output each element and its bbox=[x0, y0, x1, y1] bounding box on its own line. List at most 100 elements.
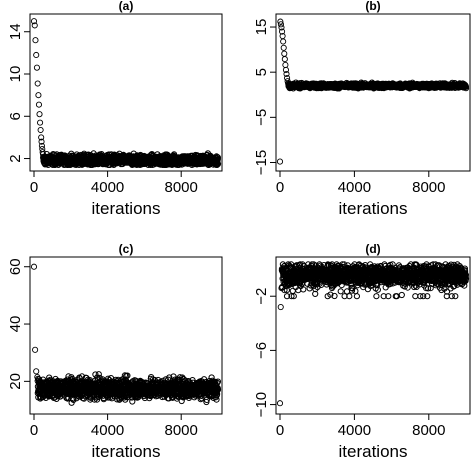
burn-in-points bbox=[276, 285, 285, 407]
data-point bbox=[38, 134, 45, 141]
data-point bbox=[277, 18, 284, 25]
data-point bbox=[327, 291, 334, 298]
burn-in-points bbox=[276, 18, 292, 165]
panel-title: (d) bbox=[365, 242, 380, 256]
y-tick-label: 20 bbox=[7, 373, 24, 390]
data-point bbox=[348, 287, 356, 294]
x-tick-label: 0 bbox=[276, 422, 284, 439]
panel-3: (c) 0 4000 8000 20 40 60 iterations bbox=[7, 242, 223, 461]
trace-points bbox=[40, 150, 222, 168]
x-axis-label: iterations bbox=[92, 442, 161, 461]
x-tick-label: 4000 bbox=[338, 179, 371, 196]
data-point bbox=[166, 374, 173, 381]
y-tick-label: 10 bbox=[7, 66, 24, 83]
data-point bbox=[281, 287, 288, 294]
data-point bbox=[69, 395, 76, 402]
x-tick-label: 4000 bbox=[91, 179, 124, 196]
data-point bbox=[33, 64, 40, 71]
x-axis-label: iterations bbox=[92, 199, 161, 218]
data-point bbox=[37, 119, 44, 126]
data-point bbox=[277, 21, 284, 28]
burn-in-points bbox=[30, 263, 41, 381]
y-tick-label: −10 bbox=[253, 392, 270, 417]
y-tick-label: 15 bbox=[253, 19, 270, 36]
y-tick-label: −6 bbox=[253, 342, 270, 359]
y-tick-label: 60 bbox=[7, 258, 24, 275]
x-axis-label: iterations bbox=[339, 199, 408, 218]
data-point bbox=[276, 400, 284, 407]
data-point bbox=[124, 372, 131, 379]
data-point bbox=[297, 261, 304, 268]
data-point bbox=[35, 92, 42, 99]
data-point bbox=[281, 50, 288, 57]
x-tick-label: 0 bbox=[30, 422, 38, 439]
x-tick-label: 8000 bbox=[412, 179, 445, 196]
data-point bbox=[282, 61, 289, 69]
y-tick-label: −5 bbox=[253, 109, 270, 126]
data-point bbox=[331, 292, 338, 300]
data-point bbox=[280, 38, 287, 45]
trace-points bbox=[278, 261, 470, 300]
trace-points bbox=[285, 79, 470, 92]
y-tick-label: 2 bbox=[7, 154, 24, 162]
data-point bbox=[282, 66, 290, 73]
data-point bbox=[353, 293, 360, 300]
data-point bbox=[33, 368, 40, 375]
x-tick-label: 4000 bbox=[338, 422, 371, 439]
data-point bbox=[30, 18, 38, 25]
panel-title: (b) bbox=[365, 0, 380, 13]
panel-2: (b) 0 4000 8000 −15 −5 5 15 iterations bbox=[253, 0, 471, 218]
data-point bbox=[214, 154, 221, 161]
data-point bbox=[280, 44, 287, 51]
data-point bbox=[277, 304, 284, 311]
data-point bbox=[32, 37, 39, 44]
x-tick-label: 0 bbox=[30, 179, 38, 196]
data-point bbox=[346, 293, 353, 300]
data-point bbox=[283, 70, 290, 78]
data-point bbox=[31, 22, 38, 29]
data-point bbox=[283, 293, 291, 300]
plot-frame bbox=[275, 13, 471, 172]
data-point bbox=[290, 293, 297, 300]
data-point bbox=[95, 371, 102, 378]
data-point bbox=[278, 28, 286, 35]
data-point bbox=[462, 85, 470, 92]
plot-frame bbox=[29, 13, 223, 172]
y-tick-label: 40 bbox=[7, 316, 24, 333]
data-point bbox=[129, 398, 136, 405]
x-tick-label: 8000 bbox=[165, 179, 198, 196]
data-point bbox=[35, 101, 43, 108]
panel-title: (c) bbox=[119, 242, 134, 256]
data-point bbox=[337, 288, 344, 295]
data-point bbox=[33, 51, 40, 59]
data-point bbox=[37, 126, 44, 134]
y-tick-label: 5 bbox=[253, 68, 270, 76]
x-tick-label: 8000 bbox=[412, 422, 445, 439]
data-point bbox=[92, 371, 99, 378]
panel-title: (a) bbox=[119, 0, 134, 13]
data-point bbox=[283, 287, 290, 294]
data-point bbox=[34, 80, 41, 87]
y-tick-label: −15 bbox=[253, 150, 270, 175]
data-point bbox=[214, 160, 222, 168]
x-tick-label: 0 bbox=[276, 179, 284, 196]
x-tick-label: 8000 bbox=[165, 422, 198, 439]
data-point bbox=[281, 56, 288, 63]
data-point bbox=[30, 263, 38, 270]
y-tick-label: −2 bbox=[253, 288, 270, 305]
data-point bbox=[38, 142, 45, 149]
trace-points bbox=[34, 371, 222, 406]
data-point bbox=[341, 293, 348, 300]
data-point bbox=[38, 138, 45, 145]
data-point bbox=[278, 24, 285, 31]
y-tick-label: 14 bbox=[7, 23, 24, 40]
burn-in-points bbox=[30, 18, 47, 158]
plot-frame bbox=[29, 256, 223, 415]
x-tick-label: 4000 bbox=[91, 422, 124, 439]
data-point bbox=[32, 346, 39, 353]
data-point bbox=[276, 158, 284, 165]
data-point bbox=[36, 111, 43, 118]
